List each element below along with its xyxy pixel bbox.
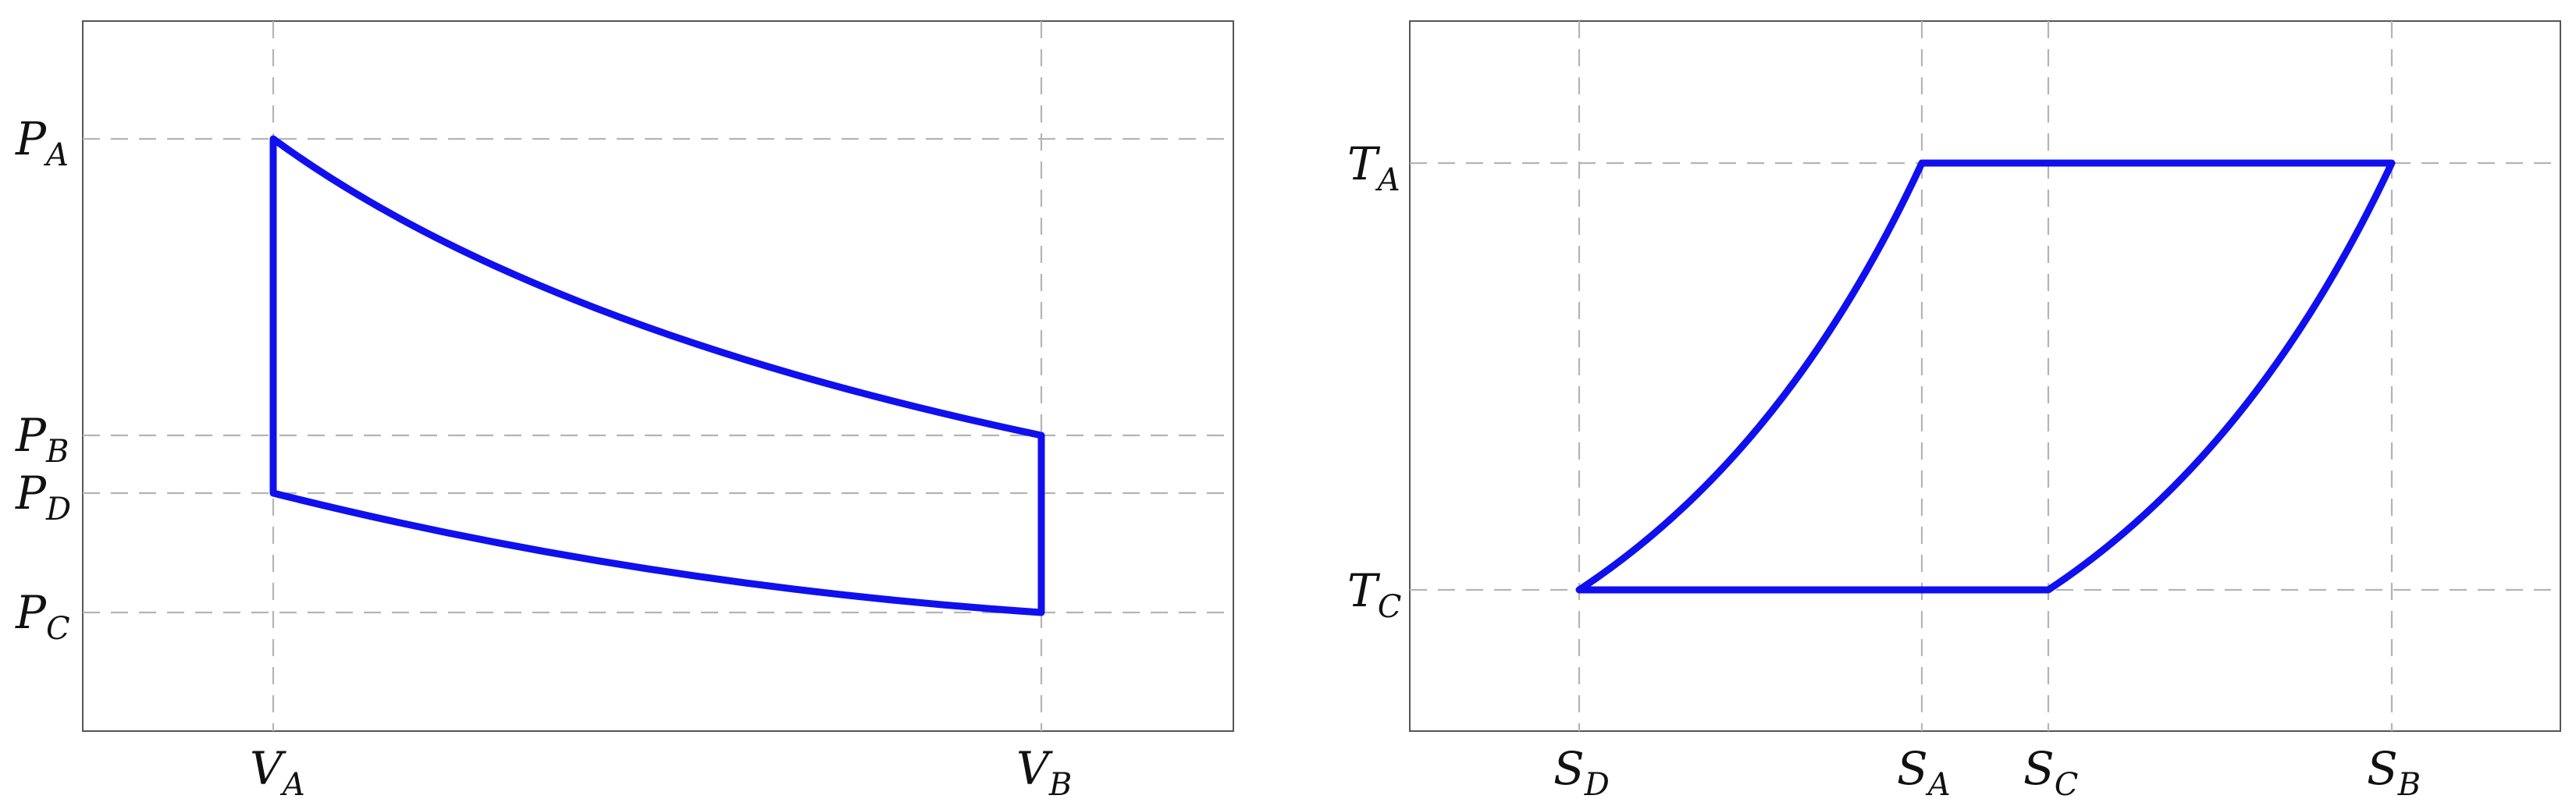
ts-ytick-tc: TC xyxy=(1347,564,1401,625)
ts-ytick-ta: TA xyxy=(1347,137,1400,198)
pv-diagram: PA PB PD PC VA VB xyxy=(15,20,1234,803)
ts-xtick-sa: SA xyxy=(1897,742,1951,803)
ts-diagram: TA TC SD SA SC SB xyxy=(1347,20,2561,803)
pv-ytick-pa: PA xyxy=(15,112,69,173)
ts-frame xyxy=(1409,20,2561,732)
pv-ytick-pb: PB xyxy=(15,409,69,470)
ts-cycle-path xyxy=(1575,159,2396,594)
pv-xtick-va: VA xyxy=(250,742,305,803)
pv-ytick-pd: PD xyxy=(15,467,71,527)
ts-xtick-sd: SD xyxy=(1553,742,1610,803)
pv-frame xyxy=(82,20,1234,732)
pv-xtick-vb: VB xyxy=(1016,742,1072,803)
pv-ytick-pc: PC xyxy=(15,586,70,647)
ts-xtick-sb: SB xyxy=(2367,742,2421,803)
ts-xtick-sc: SC xyxy=(2023,742,2078,803)
pv-cycle-path xyxy=(269,135,1045,616)
